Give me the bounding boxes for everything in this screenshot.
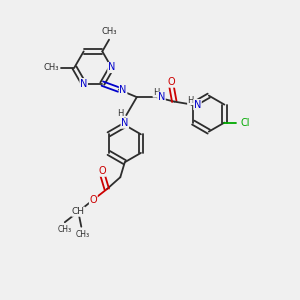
- Text: CH₃: CH₃: [44, 63, 59, 72]
- Text: N: N: [119, 85, 127, 94]
- Text: CH₃: CH₃: [76, 230, 90, 239]
- Text: N: N: [121, 118, 128, 128]
- Text: Cl: Cl: [241, 118, 250, 128]
- Text: H: H: [117, 109, 123, 118]
- Text: O: O: [89, 195, 97, 205]
- Text: O: O: [167, 77, 175, 87]
- Text: CH: CH: [72, 207, 85, 216]
- Text: N: N: [194, 100, 201, 110]
- Text: N: N: [158, 92, 165, 102]
- Text: H: H: [153, 88, 160, 97]
- Text: CH₃: CH₃: [58, 225, 72, 234]
- Text: H: H: [188, 96, 194, 105]
- Text: N: N: [108, 62, 115, 73]
- Text: O: O: [98, 166, 106, 176]
- Text: N: N: [80, 79, 87, 88]
- Text: CH₃: CH₃: [102, 27, 117, 36]
